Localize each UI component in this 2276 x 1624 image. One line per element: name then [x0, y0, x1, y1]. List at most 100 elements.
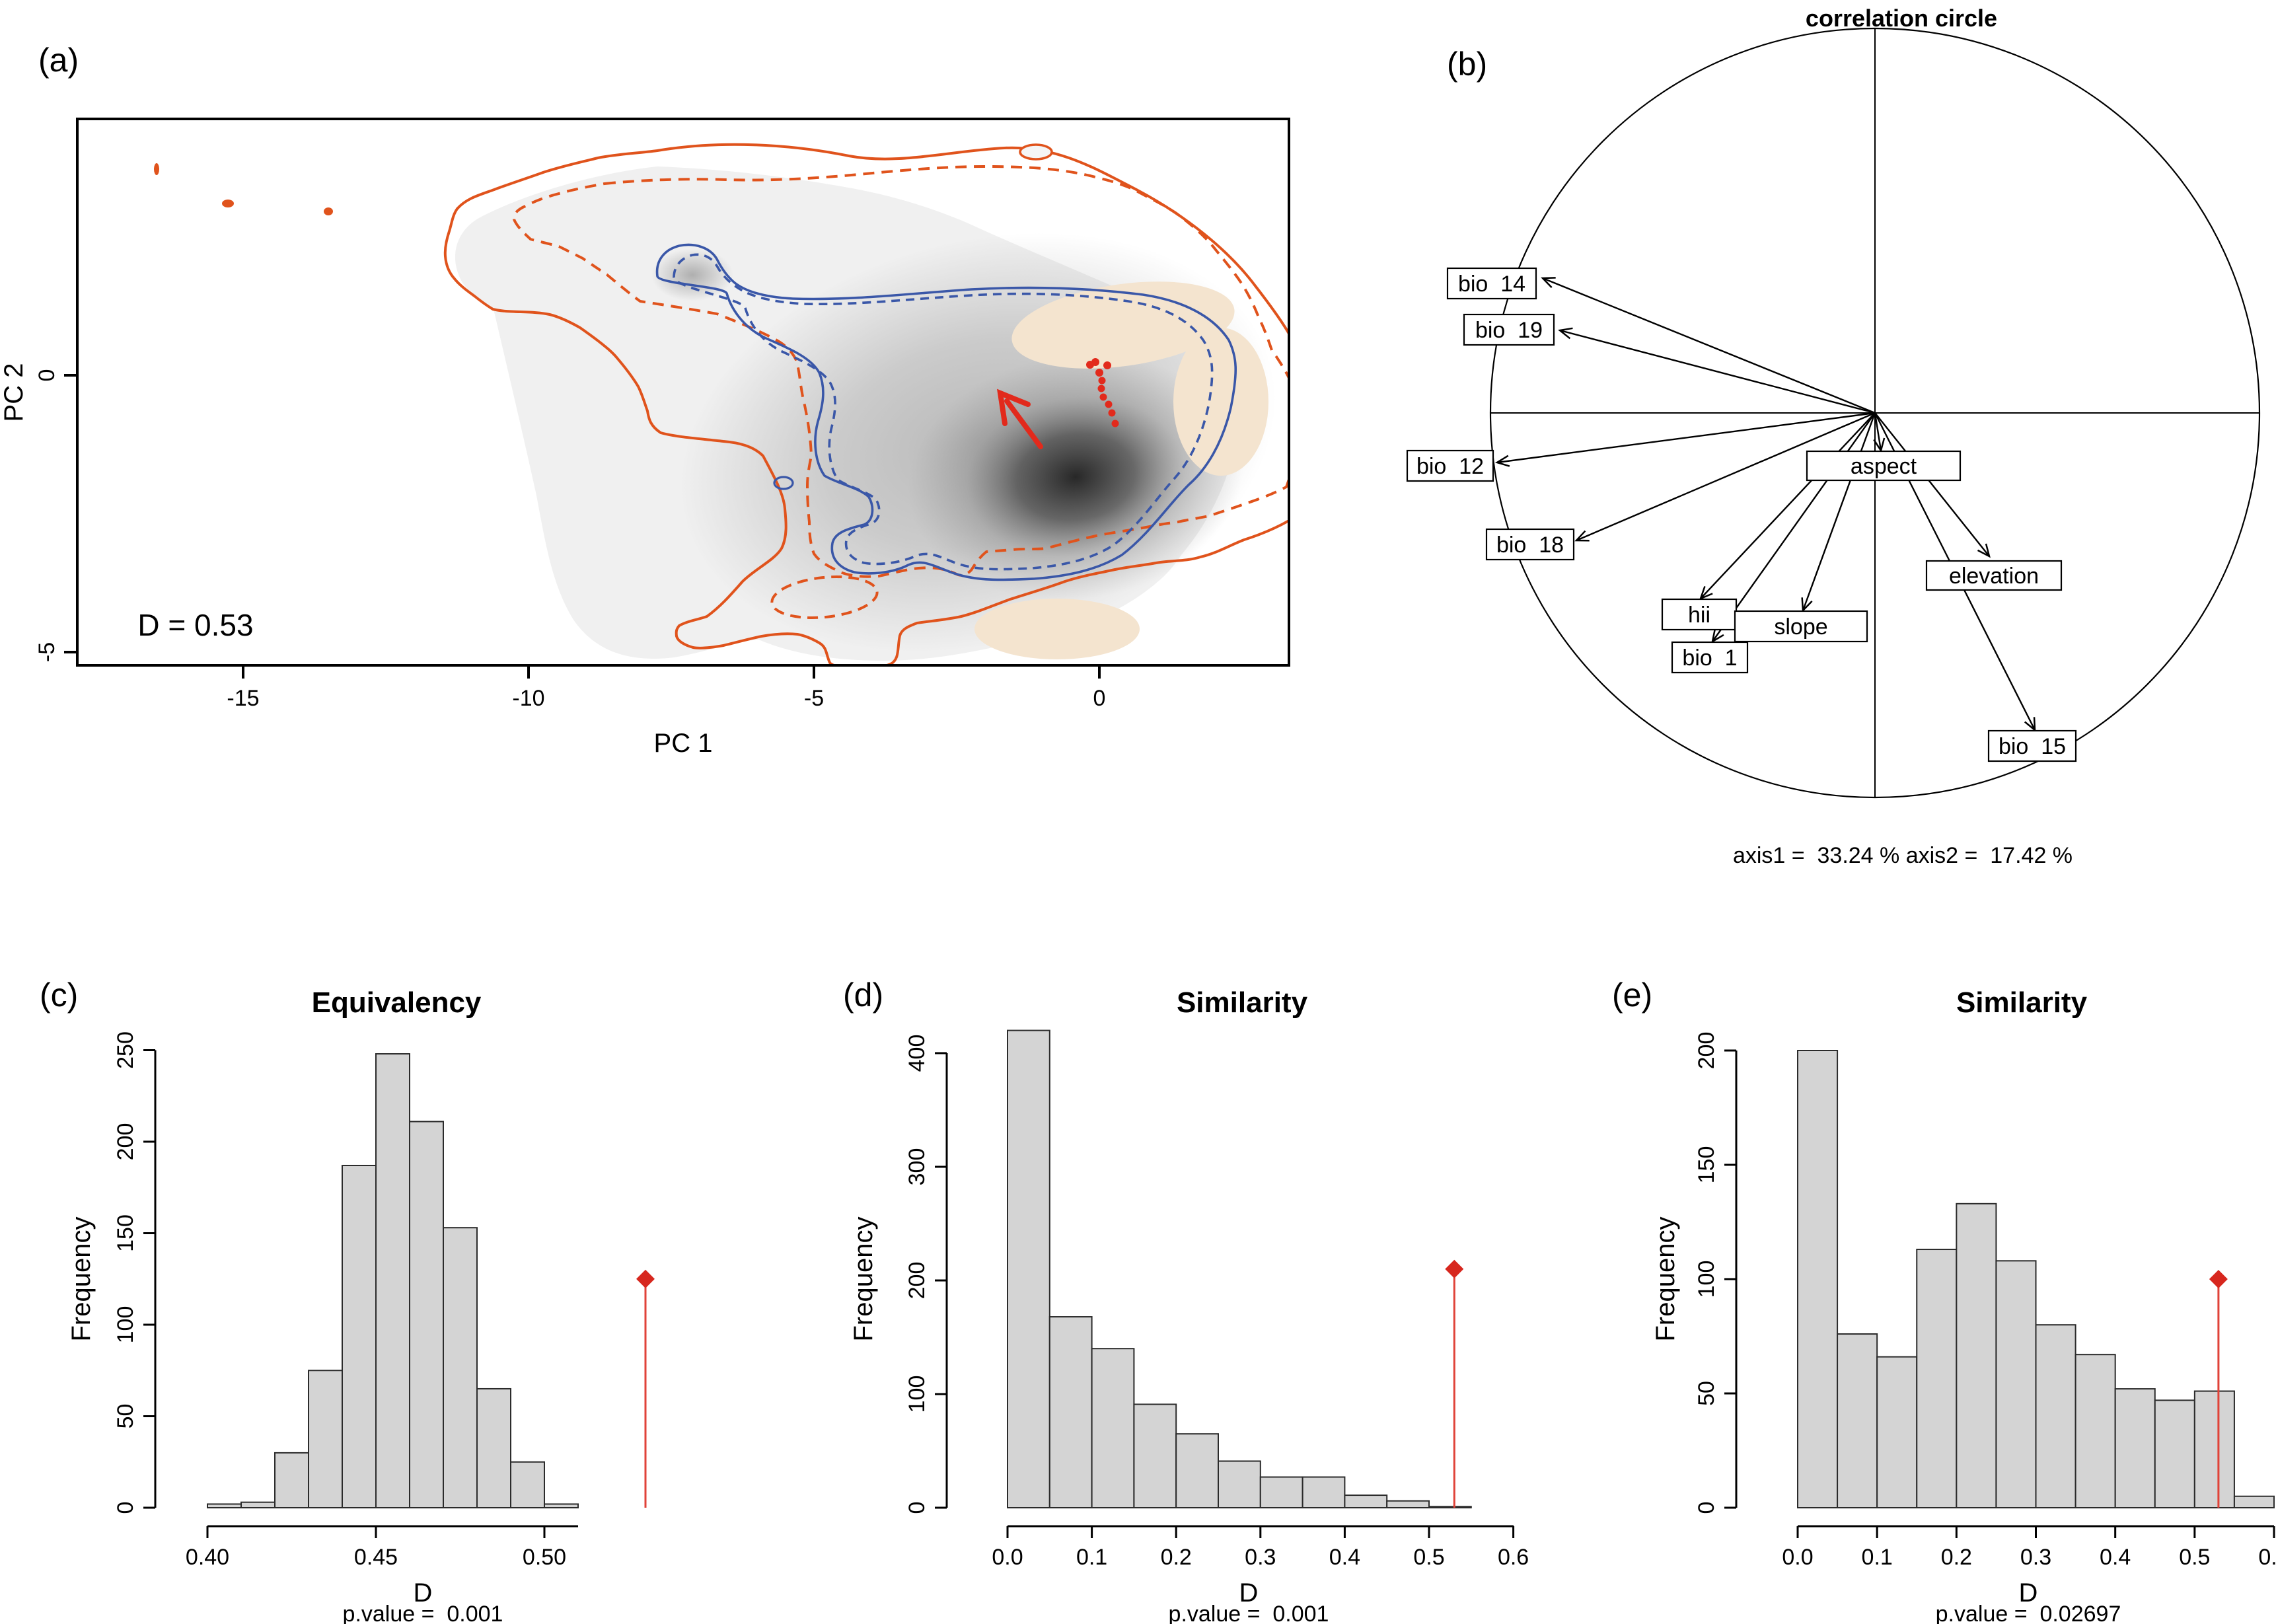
panel-c-pvalue: p.value = 0.001: [343, 1602, 503, 1624]
panel-a-x-tick-label: -15: [227, 686, 259, 711]
cc-arrow-hii: [1699, 412, 1876, 601]
hist-bar: [308, 1370, 343, 1508]
hist-bar: [1956, 1202, 1997, 1508]
cc-variable-label-hii: hii: [1688, 603, 1710, 628]
hist-y-tick-label: 250: [113, 1031, 138, 1069]
cc-variable-label-slope: slope: [1774, 614, 1827, 640]
panel-d-title: Similarity: [1177, 986, 1308, 1019]
contour-blue-mini-loop: [773, 476, 794, 490]
panel-e-histogram: 0.0 0.1 0.2 0.3 0.4 0.5 0.6 0 50 100 150 200: [1694, 1032, 2276, 1570]
hist-bar: [1091, 1348, 1135, 1508]
cc-variable-box-slope: [1734, 610, 1868, 643]
cc-axis-percentages: axis1 = 33.24 % axis2 = 17.42 %: [1733, 843, 2073, 868]
hist-x-tick-label: 0.4: [1329, 1545, 1360, 1570]
hist-y-tick-label: 150: [1694, 1146, 1719, 1184]
hist-bar: [375, 1053, 410, 1509]
hist-x-tick-label: 0.0: [1782, 1545, 1813, 1570]
panel-d-xlabel: D: [1239, 1578, 1259, 1607]
hist-bar: [1995, 1260, 2037, 1508]
hist-bar: [544, 1503, 579, 1508]
cc-variable-box-elevation: [1925, 560, 2063, 591]
hist-y-tick-label: 200: [1694, 1032, 1719, 1070]
hist-x-tick-label: 0.1: [1076, 1545, 1107, 1570]
cc-variable-label-bio-18: bio 18: [1496, 533, 1564, 558]
hist-x-tick-label: 0.4: [2100, 1545, 2131, 1570]
tan-patch-lower: [974, 599, 1140, 659]
hist-bar: [1048, 1316, 1093, 1509]
panel-c-histogram: 0.40 0.45 0.50 0 50 100 150 200 250: [113, 1031, 655, 1570]
hist-bar: [1876, 1356, 1918, 1508]
density-small-kernel: [651, 248, 733, 301]
contour-blue-dashed: [673, 253, 1214, 571]
hist-y-tick-label: 200: [904, 1262, 930, 1300]
panel-a-x-tick-label: -10: [512, 686, 544, 711]
hist-bar: [409, 1121, 444, 1508]
panel-a-plot-content: [154, 143, 1289, 665]
hist-bar: [1175, 1433, 1219, 1508]
hist-x-tick-label: 0.2: [1161, 1545, 1192, 1570]
hist-bar: [510, 1461, 545, 1508]
orange-speck-1: [154, 163, 159, 175]
cc-arrow-elevation: [1874, 412, 1991, 558]
hist-y-tick-label: 0: [113, 1502, 138, 1514]
hist-y-tick-label: 0: [904, 1502, 930, 1514]
panel-a-y-tick-label: -5: [34, 642, 59, 662]
cc-variable-box-bio-19: [1463, 313, 1555, 346]
cc-variable-label-bio-19: bio 19: [1475, 318, 1543, 343]
contour-orange-dashed-oval: [770, 575, 879, 619]
hist-bar: [1386, 1500, 1430, 1508]
observed-d-diamond: [1445, 1259, 1464, 1278]
panel-d-ylabel: Frequency: [849, 1217, 878, 1342]
hist-bar: [240, 1501, 275, 1508]
hist-bar: [1133, 1403, 1177, 1508]
hist-bar: [1302, 1476, 1346, 1509]
orange-speck-3: [324, 207, 333, 215]
contour-orange-dashed: [513, 165, 1289, 578]
panel-e-title: Similarity: [1956, 986, 2088, 1019]
panel-e-ylabel: Frequency: [1651, 1217, 1680, 1342]
hist-x-tick-label: 0.3: [1245, 1545, 1276, 1570]
hist-bar: [1797, 1050, 1839, 1508]
panel-d-letter: (d): [843, 977, 883, 1014]
panel-a-x-tick-label: 0: [1093, 686, 1106, 711]
cc-variable-label-aspect: aspect: [1851, 454, 1917, 479]
density-dark-core: [908, 353, 1243, 601]
panel-e-xlabel: D: [2019, 1578, 2038, 1607]
hist-y-tick-label: 50: [1694, 1381, 1719, 1406]
cc-arrow-bio-18: [1574, 412, 1876, 542]
hist-y-tick-label: 0: [1694, 1502, 1719, 1514]
hist-y-tick-label: 50: [113, 1404, 138, 1429]
cc-variable-box-bio-15: [1987, 729, 2077, 762]
panel-c-xlabel: D: [414, 1578, 433, 1607]
hist-y-tick-label: 300: [904, 1148, 930, 1186]
hist-x-tick-label: 0.40: [186, 1545, 229, 1570]
cc-arrow-slope: [1801, 412, 1876, 612]
cc-variable-box-aspect: [1806, 450, 1962, 482]
panel-a-y-tick-label: 0: [34, 369, 59, 382]
hist-bar: [1007, 1029, 1050, 1508]
cc-arrow-aspect: [1873, 412, 1886, 453]
hist-x-tick-label: 0.5: [1413, 1545, 1444, 1570]
hist-y-tick-label: 100: [1694, 1261, 1719, 1298]
observed-d-diamond: [2209, 1270, 2228, 1288]
cc-variable-label-bio-1: bio 1: [1682, 646, 1737, 671]
hist-bar: [443, 1227, 478, 1508]
hist-x-tick-label: 0.2: [1941, 1545, 1972, 1570]
cc-title: correlation circle: [1806, 5, 1997, 32]
cc-variable-box-bio-12: [1406, 449, 1494, 482]
hist-bar: [2233, 1495, 2275, 1508]
cc-variable-box-bio-18: [1485, 528, 1575, 561]
hist-bar: [274, 1452, 309, 1508]
hist-x-tick-label: 0.3: [2020, 1545, 2051, 1570]
cc-variable-label-bio-12: bio 12: [1416, 454, 1484, 479]
panel-c-title: Equivalency: [312, 986, 482, 1019]
panel-a-plot-frame: [76, 118, 1290, 667]
hist-x-tick-label: 0.6: [2258, 1545, 2276, 1570]
tan-patch-right: [1173, 328, 1268, 476]
panel-a-pca-density-plot: -15 -10 -5 0 0 -5 (a) PC 1 PC 2 D = 0.53: [0, 42, 1290, 758]
panel-d-pvalue: p.value = 0.001: [1169, 1602, 1329, 1624]
orange-speck-2: [222, 200, 234, 207]
red-dotted-arrow: [1086, 358, 1119, 427]
